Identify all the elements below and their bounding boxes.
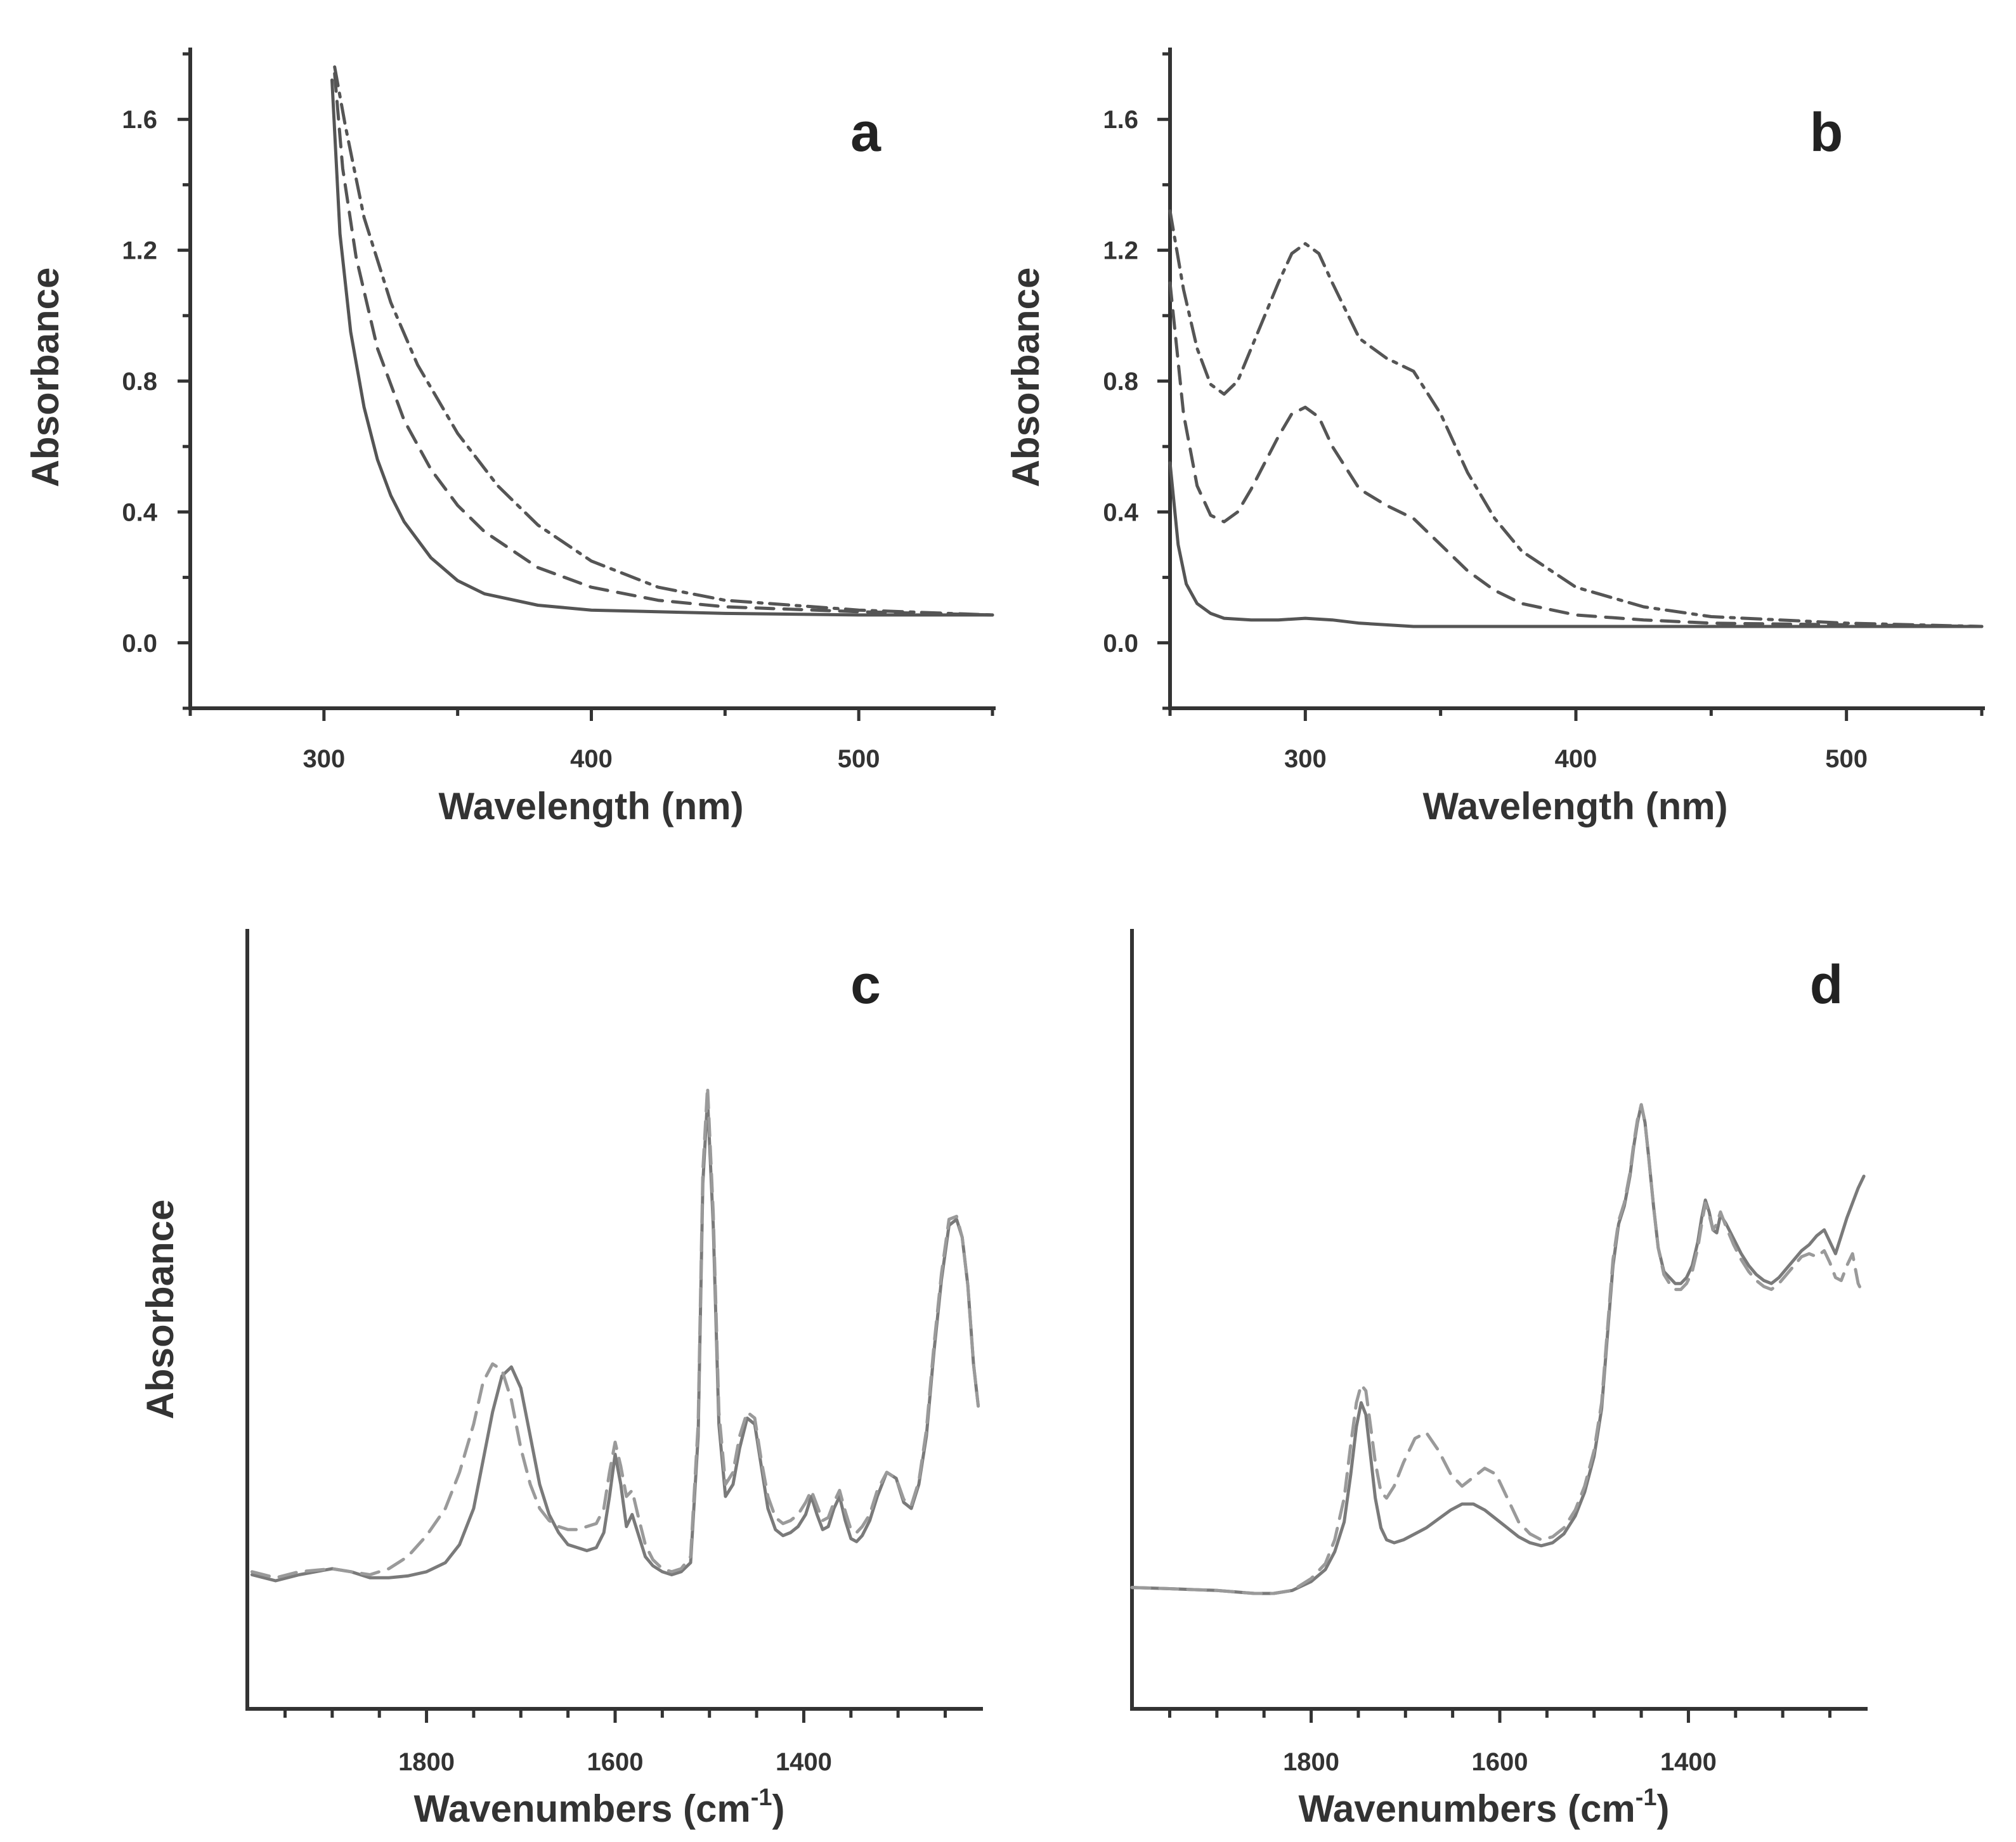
axes (1168, 48, 1985, 710)
x-tick-label: 400 (570, 745, 613, 773)
x-tick-label: 1800 (398, 1748, 455, 1776)
series-line-solid (330, 78, 994, 617)
y-tick-label: 1.2 (122, 237, 157, 265)
y-tick-label: 0.0 (122, 630, 157, 658)
series-line-solid (250, 1097, 980, 1583)
x-tick-label: 1400 (776, 1748, 832, 1776)
x-tick-label: 500 (1825, 745, 1868, 773)
y-tick-label: 0.8 (1103, 368, 1138, 396)
x-tick-label: 1600 (1472, 1748, 1528, 1776)
axes (245, 929, 983, 1711)
y-tick-label: 1.2 (1103, 237, 1138, 265)
panel-a: 0.0 0.4 0.8 1.2 1.6 300 400 500 Wavelength (nm) A… (24, 48, 996, 827)
y-tick-label: 0.8 (122, 368, 157, 396)
panel-d: 1800 1600 1400 Wavenumbers (cm-1) d (1130, 929, 1868, 1830)
panel-b: 0.0 0.4 0.8 1.2 1.6 300 400 500 Wavelength (nm) A… (1005, 48, 1985, 827)
x-axis-title: Wavelength (nm) (438, 785, 743, 827)
y-axis-title: Absorbance (1005, 268, 1047, 488)
x-tick-label: 500 (838, 745, 880, 773)
y-tick-label: 0.0 (1103, 630, 1138, 658)
y-tick-label: 0.4 (122, 498, 157, 526)
x-axis-title: Wavelength (nm) (1422, 785, 1727, 827)
series-line-dash-dot (333, 65, 994, 617)
x-tick-label: 1400 (1660, 1748, 1717, 1776)
series-line-solid (1168, 461, 1984, 628)
x-tick-label: 300 (1284, 745, 1327, 773)
x-tick-label: 300 (302, 745, 345, 773)
x-tick-label: 1800 (1283, 1748, 1339, 1776)
panel-letter: d (1810, 954, 1844, 1015)
y-tick-label: 1.6 (122, 106, 157, 134)
series-line-solid (1130, 1103, 1866, 1595)
panel-letter: a (850, 102, 881, 163)
series-line-dashed (333, 72, 994, 617)
panel-letter: b (1810, 102, 1844, 163)
y-tick-label: 0.4 (1103, 498, 1138, 526)
axes (1130, 929, 1868, 1711)
x-axis-title: Wavenumbers (cm-1) (413, 1784, 784, 1830)
x-axis-title: Wavenumbers (cm-1) (1298, 1784, 1669, 1830)
panel-c: 1800 1600 1400 Wavenumbers (cm-1) Absorbance… (139, 929, 983, 1830)
series-line-dashed (1168, 281, 1984, 628)
series-line-dashed (250, 1085, 980, 1579)
y-axis-title: Absorbance (24, 268, 67, 488)
y-tick-label: 1.6 (1103, 106, 1138, 134)
x-tick-label: 400 (1555, 745, 1597, 773)
panel-letter: c (850, 954, 881, 1015)
series-line-dashed (1130, 1103, 1866, 1595)
x-tick-label: 1600 (587, 1748, 644, 1776)
y-axis-title: Absorbance (139, 1200, 181, 1420)
series-line-dash-dot (1168, 209, 1984, 628)
